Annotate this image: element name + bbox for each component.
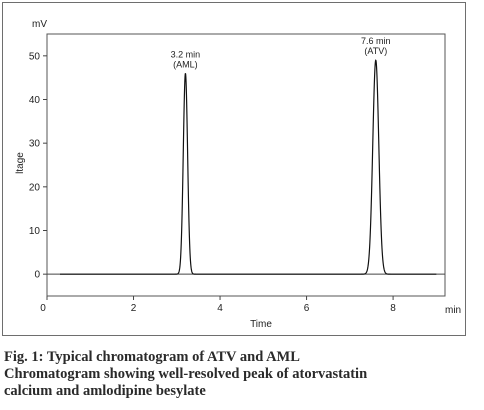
caption-line-3: calcium and amlodipine besylate	[4, 383, 206, 399]
caption-line-1: Fig. 1: Typical chromatogram of ATV and …	[4, 349, 300, 365]
peak-name-label: (ATV)	[364, 46, 387, 56]
chart-frame: 0 10 20 30 40 50 0 2 4 6 8 3.2 min (AML) 7.6 min (AT…	[2, 2, 466, 336]
y-axis-ticks: 0 10 20 30 40 50	[29, 51, 47, 281]
chromatogram-trace	[59, 59, 437, 275]
y-unit-label: mV	[32, 19, 47, 30]
y-tick-label: 10	[29, 226, 41, 237]
x-axis-label: Time	[250, 319, 272, 330]
y-tick-label: 50	[29, 51, 41, 62]
peak-time-label: 3.2 min	[171, 49, 201, 59]
caption-line-2: Chromatogram showing well-resolved peak …	[4, 366, 368, 382]
y-tick-label: 40	[29, 95, 41, 106]
x-tick-label: 0	[40, 303, 46, 314]
y-tick-label: 0	[34, 270, 40, 281]
y-axis-label: ltage	[15, 152, 26, 174]
figure-caption: Fig. 1: Typical chromatogram of ATV and …	[4, 349, 480, 400]
peak-annotations: 3.2 min(AML) 7.6 min(ATV)	[171, 36, 391, 69]
chromatogram-chart: 0 10 20 30 40 50 0 2 4 6 8 3.2 min(AML) 7.6 min(AT…	[15, 19, 461, 330]
y-tick-label: 30	[29, 139, 41, 150]
peak-time-label: 7.6 min	[361, 36, 391, 46]
x-tick-label: 4	[217, 303, 223, 314]
x-tick-label: 8	[390, 303, 396, 314]
x-axis-ticks: 0 2 4 6 8	[40, 296, 396, 314]
y-tick-label: 20	[29, 182, 41, 193]
plot-area	[46, 33, 446, 297]
x-tick-label: 2	[131, 303, 137, 314]
peak-name-label: (AML)	[173, 59, 198, 69]
x-unit-label: min	[445, 305, 461, 316]
x-tick-label: 6	[304, 303, 310, 314]
